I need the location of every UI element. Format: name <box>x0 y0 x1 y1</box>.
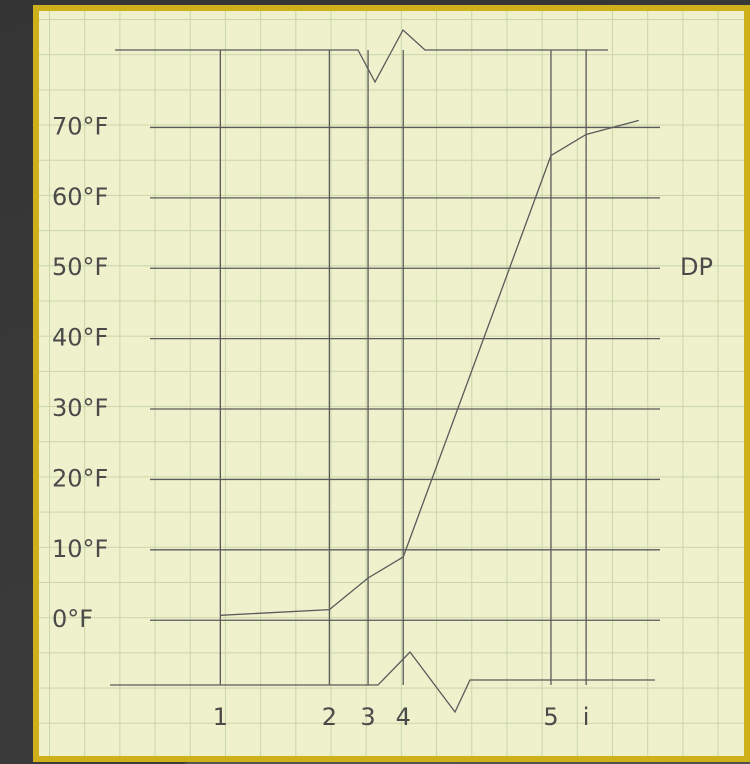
y-tick-label: 10°F <box>52 535 108 563</box>
legend-label: DP <box>680 253 713 281</box>
top-trace <box>115 30 608 82</box>
bottom-trace <box>110 652 655 712</box>
x-tick-label: 2 <box>322 703 337 731</box>
x-tick-label: 4 <box>396 703 411 731</box>
line <box>220 120 639 615</box>
page: 0°F10°F20°F30°F40°F50°F60°F70°F12345iDP … <box>0 0 750 764</box>
y-tick-label: 30°F <box>52 394 108 422</box>
y-tick-label: 60°F <box>52 183 108 211</box>
chart: 0°F 10°F 20°F 30°F 40°F 50°F 60°F 70°F 1 234 5i DP <box>0 0 750 764</box>
y-tick-label: 70°F <box>52 112 108 140</box>
y-tick-label: 0°F <box>52 605 93 633</box>
y-tick-label: 20°F <box>52 464 108 492</box>
y-tick-label: 50°F <box>52 253 108 281</box>
x-tick-label: 1 <box>213 703 228 731</box>
x-tick-label: i <box>583 703 590 731</box>
y-tick-label: 40°F <box>52 324 108 352</box>
x-tick-label: 5 <box>543 703 558 731</box>
x-tick-label: 3 <box>360 703 375 731</box>
